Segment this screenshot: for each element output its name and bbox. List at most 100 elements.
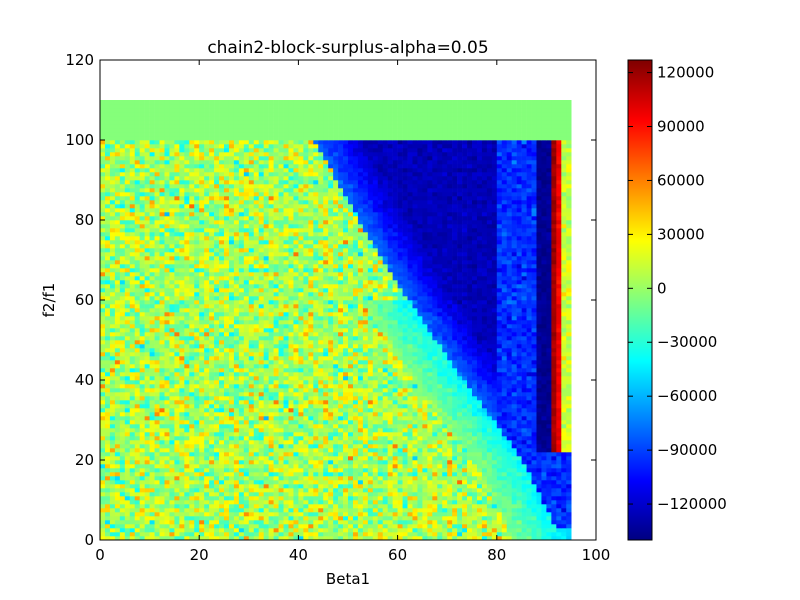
- heatmap-cell: [352, 524, 359, 529]
- heatmap-cell: [134, 504, 140, 509]
- heatmap-cell: [288, 460, 294, 465]
- heatmap-cell: [209, 516, 215, 521]
- heatmap-cell: [417, 356, 423, 361]
- heatmap-cell: [243, 412, 250, 417]
- heatmap-cell: [104, 496, 111, 501]
- heatmap-cell: [308, 424, 314, 429]
- heatmap-cell: [214, 524, 220, 529]
- heatmap-cell: [491, 468, 498, 473]
- heatmap-cell: [561, 404, 567, 409]
- heatmap-cell: [402, 476, 408, 481]
- heatmap-cell: [476, 496, 483, 501]
- heatmap-cell: [412, 508, 418, 513]
- heatmap-cell: [169, 524, 175, 529]
- heatmap-cell: [248, 436, 255, 441]
- heatmap-cell: [501, 424, 508, 429]
- heatmap-cell: [159, 536, 165, 541]
- heatmap-cell: [209, 448, 215, 453]
- heatmap-cell: [313, 428, 319, 433]
- heatmap-cell: [263, 400, 269, 405]
- heatmap-cell: [402, 388, 408, 393]
- heatmap-cell: [243, 532, 250, 537]
- heatmap-cell: [228, 496, 235, 501]
- heatmap-cell: [303, 360, 309, 365]
- heatmap-cell: [253, 336, 260, 341]
- heatmap-cell: [506, 452, 512, 457]
- heatmap-cell: [278, 408, 284, 413]
- heatmap-cell: [278, 476, 284, 481]
- heatmap-cell: [228, 344, 235, 349]
- heatmap-cell: [531, 476, 537, 481]
- heatmap-cell: [100, 360, 106, 365]
- heatmap-cell: [551, 532, 557, 537]
- heatmap-cell: [348, 412, 354, 417]
- heatmap-cell: [159, 364, 165, 369]
- heatmap-cell: [308, 332, 314, 337]
- heatmap-cell: [387, 372, 393, 377]
- heatmap-cell: [402, 444, 408, 449]
- heatmap-cell: [427, 360, 433, 365]
- heatmap-cell: [313, 532, 319, 537]
- heatmap-cell: [367, 504, 374, 509]
- heatmap-cell: [248, 512, 255, 517]
- heatmap-cell: [387, 484, 393, 489]
- heatmap-cell: [114, 352, 121, 357]
- heatmap-cell: [412, 472, 418, 477]
- heatmap-cell: [352, 484, 359, 489]
- heatmap-cell: [467, 500, 473, 505]
- heatmap-cell: [144, 368, 150, 373]
- heatmap-cell: [149, 496, 155, 501]
- heatmap-cell: [114, 456, 121, 461]
- heatmap-cell: [348, 404, 354, 409]
- heatmap-cell: [333, 420, 339, 425]
- heatmap-cell: [184, 432, 190, 437]
- heatmap-cell: [566, 536, 572, 541]
- heatmap-cell: [556, 496, 562, 501]
- heatmap-cell: [402, 332, 408, 337]
- heatmap-cell: [467, 488, 473, 493]
- heatmap-cell: [536, 388, 542, 393]
- heatmap-cell: [273, 496, 279, 501]
- heatmap-cell: [343, 380, 349, 385]
- heatmap-cell: [556, 432, 562, 437]
- heatmap-cell: [164, 492, 170, 497]
- heatmap-cell: [377, 404, 384, 409]
- heatmap-cell: [214, 436, 220, 441]
- heatmap-cell: [283, 480, 289, 485]
- heatmap-cell: [481, 464, 488, 469]
- heatmap-cell: [134, 472, 140, 477]
- heatmap-cell: [169, 424, 175, 429]
- heatmap-cell: [204, 464, 210, 469]
- heatmap-cell: [432, 408, 438, 413]
- heatmap-cell: [164, 376, 170, 381]
- heatmap-cell: [566, 516, 572, 521]
- heatmap-cell: [506, 364, 512, 369]
- heatmap-cell: [407, 412, 413, 417]
- heatmap-cell: [447, 464, 453, 469]
- heatmap-cell: [407, 380, 413, 385]
- heatmap-cell: [397, 384, 403, 389]
- heatmap-cell: [204, 500, 210, 505]
- heatmap-cell: [100, 528, 106, 533]
- heatmap-cell: [511, 520, 517, 525]
- heatmap-cell: [258, 340, 264, 345]
- heatmap-cell: [551, 372, 557, 377]
- heatmap-cell: [432, 336, 438, 341]
- heatmap-cell: [521, 532, 527, 537]
- heatmap-cell: [541, 356, 547, 361]
- heatmap-cell: [338, 368, 344, 373]
- heatmap-cell: [253, 440, 260, 445]
- heatmap-cell: [357, 352, 364, 357]
- heatmap-cell: [184, 496, 190, 501]
- heatmap-cell: [204, 440, 210, 445]
- heatmap-cell: [472, 336, 478, 341]
- heatmap-cell: [551, 496, 557, 501]
- heatmap-cell: [516, 452, 522, 457]
- heatmap-cell: [511, 348, 517, 353]
- heatmap-cell: [432, 428, 438, 433]
- heatmap-cell: [258, 428, 264, 433]
- heatmap-cell: [556, 372, 562, 377]
- heatmap-cell: [427, 520, 433, 525]
- heatmap-cell: [328, 360, 334, 365]
- heatmap-cell: [476, 452, 483, 457]
